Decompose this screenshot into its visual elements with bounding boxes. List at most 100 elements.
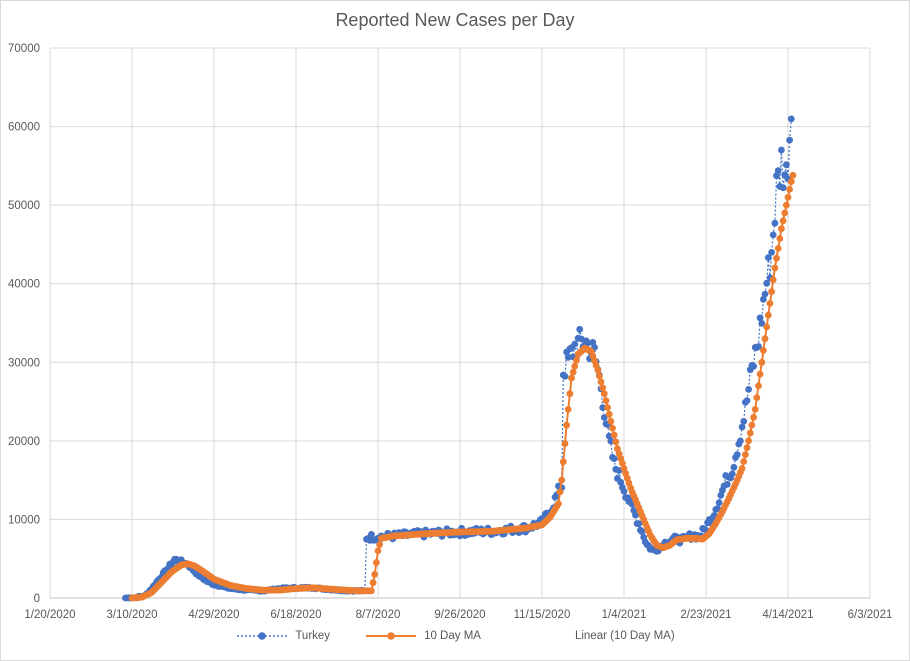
turkey-point: [733, 451, 741, 459]
turkey-point: [783, 161, 790, 169]
ma-point: [784, 193, 792, 201]
y-tick-label: 40000: [8, 279, 40, 291]
turkey-point: [714, 505, 721, 513]
turkey-point: [638, 528, 646, 536]
ma-point: [556, 488, 564, 496]
x-tick-label: 11/15/2020: [514, 609, 571, 621]
ma-point: [602, 397, 610, 404]
ma-point: [774, 245, 782, 252]
ma-point: [568, 374, 575, 382]
turkey-point: [774, 167, 782, 175]
ma-point: [783, 201, 790, 209]
turkey-point: [571, 340, 579, 348]
x-tick-label: 9/26/2020: [434, 609, 485, 621]
turkey-point: [769, 231, 777, 239]
legend-item-turkey: Turkey: [235, 630, 330, 642]
turkey-point: [779, 184, 787, 192]
ma-point: [740, 458, 748, 465]
turkey-point: [768, 249, 775, 256]
ma-point: [761, 335, 769, 343]
y-tick-label: 60000: [8, 122, 40, 134]
series-turkey: [122, 115, 795, 602]
ma-point: [764, 311, 772, 319]
turkey-line: [125, 118, 792, 599]
ma-point: [751, 406, 759, 413]
ma-point: [738, 465, 746, 472]
turkey-point: [761, 290, 769, 298]
ma-point: [756, 370, 764, 378]
legend-swatch-turkey: [237, 632, 288, 640]
ma-point: [612, 438, 620, 446]
ma-point: [563, 421, 570, 429]
legend-item-linear: Linear (10 Day MA): [515, 630, 675, 642]
turkey-point: [737, 437, 744, 445]
ma-point: [571, 362, 579, 370]
turkey-point: [755, 343, 762, 350]
ma-point: [564, 406, 572, 413]
ma-point: [371, 571, 379, 578]
ma-point: [771, 264, 779, 272]
ma-point: [753, 394, 761, 401]
turkey-point: [756, 314, 764, 322]
ma-point: [745, 437, 752, 445]
turkey-point: [715, 499, 723, 507]
ma-point: [787, 178, 795, 186]
y-tick-label: 10000: [8, 514, 40, 526]
ma-point: [786, 186, 793, 193]
turkey-point: [576, 325, 584, 333]
turkey-point: [599, 404, 607, 411]
ma-point: [769, 276, 777, 284]
legend-item-ma: 10 Day MA: [364, 630, 481, 642]
ma-point: [599, 384, 607, 392]
x-tick-label: 8/7/2020: [356, 609, 401, 621]
ma-point: [566, 390, 574, 398]
ma-point: [555, 500, 562, 508]
y-tick-label: 0: [34, 593, 40, 605]
ma-point: [605, 410, 613, 418]
turkey-point: [368, 531, 375, 538]
ma-point: [758, 358, 766, 366]
x-tick-label: 2/23/2021: [680, 609, 731, 621]
ma-point: [604, 404, 611, 411]
ma-point: [369, 579, 377, 587]
turkey-point: [617, 478, 625, 486]
legend-label-turkey: Turkey: [295, 630, 331, 642]
ma-point: [600, 390, 608, 398]
ma-point: [368, 587, 375, 595]
ma-point: [779, 217, 787, 225]
turkey-point: [760, 295, 767, 303]
y-tick-label: 70000: [8, 43, 40, 55]
ma-point: [742, 451, 749, 458]
series-10-day-ma: [128, 171, 797, 602]
turkey-point: [750, 362, 757, 370]
turkey-point: [728, 470, 736, 478]
turkey-point: [600, 414, 608, 421]
turkey-point: [758, 320, 766, 327]
ma-point: [755, 382, 762, 390]
x-tick-label: 3/10/2020: [106, 609, 157, 621]
turkey-point: [778, 146, 785, 154]
y-tick-label: 20000: [8, 436, 40, 448]
turkey-point: [763, 279, 771, 287]
turkey-point: [635, 520, 643, 528]
legend-label-ma: 10 Day MA: [424, 630, 481, 642]
ma-point: [374, 547, 382, 555]
turkey-point: [561, 373, 569, 380]
turkey-point: [564, 353, 572, 361]
x-tick-label: 6/3/2021: [848, 609, 893, 621]
ma-point: [558, 476, 566, 484]
turkey-point: [764, 254, 772, 261]
turkey-point: [743, 397, 751, 404]
x-tick-label: 1/20/2020: [24, 609, 75, 621]
legend: Turkey 10 Day MA Linear (10 Day MA): [0, 630, 910, 642]
turkey-point: [730, 463, 738, 471]
x-tick-label: 4/14/2021: [762, 609, 813, 621]
turkey-point: [723, 480, 731, 488]
ma-point: [773, 254, 780, 262]
legend-swatch-linear: [516, 635, 567, 637]
turkey-point: [771, 219, 779, 227]
legend-label-linear: Linear (10 Day MA): [574, 630, 675, 642]
chart-title: Reported New Cases per Day: [335, 10, 575, 30]
